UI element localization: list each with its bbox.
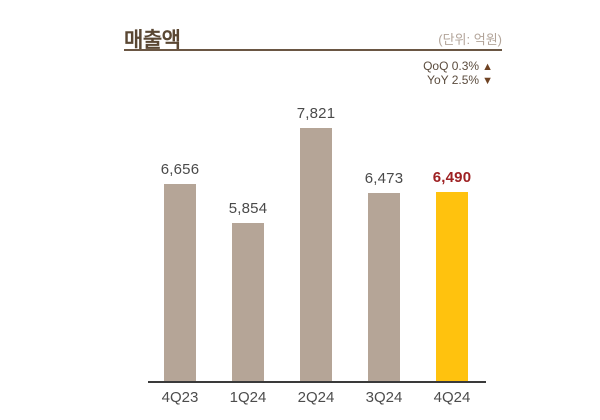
bar-value-label-4Q23: 6,656 bbox=[160, 161, 200, 178]
bar-value-label-4Q24: 6,490 bbox=[432, 169, 472, 186]
qoq-text: QoQ 0.3% bbox=[423, 59, 480, 73]
triangle-up-icon: ▲ bbox=[482, 61, 493, 73]
title-underline bbox=[124, 49, 502, 51]
category-label-1Q24: 1Q24 bbox=[229, 389, 267, 406]
chart-title: 매출액 bbox=[124, 29, 181, 52]
x-axis-line bbox=[148, 381, 486, 383]
yoy-text: YoY 2.5% bbox=[427, 73, 480, 87]
triangle-down-icon: ▼ bbox=[482, 75, 493, 87]
qoq-delta: QoQ 0.3% ▲ bbox=[423, 59, 493, 73]
bar-4Q24 bbox=[436, 192, 468, 381]
category-label-4Q23: 4Q23 bbox=[161, 389, 199, 406]
category-label-4Q24: 4Q24 bbox=[433, 389, 471, 406]
bar-value-label-2Q24: 7,821 bbox=[296, 105, 336, 122]
bar-1Q24 bbox=[232, 223, 264, 381]
category-label-2Q24: 2Q24 bbox=[297, 389, 335, 406]
bar-value-label-3Q24: 6,473 bbox=[364, 170, 404, 187]
bar-value-label-1Q24: 5,854 bbox=[228, 200, 268, 217]
unit-label: (단위: 억원) bbox=[438, 32, 502, 47]
bar-3Q24 bbox=[368, 193, 400, 381]
yoy-delta: YoY 2.5% ▼ bbox=[427, 73, 493, 87]
category-label-3Q24: 3Q24 bbox=[365, 389, 403, 406]
bar-4Q23 bbox=[164, 184, 196, 381]
bar-2Q24 bbox=[300, 128, 332, 381]
